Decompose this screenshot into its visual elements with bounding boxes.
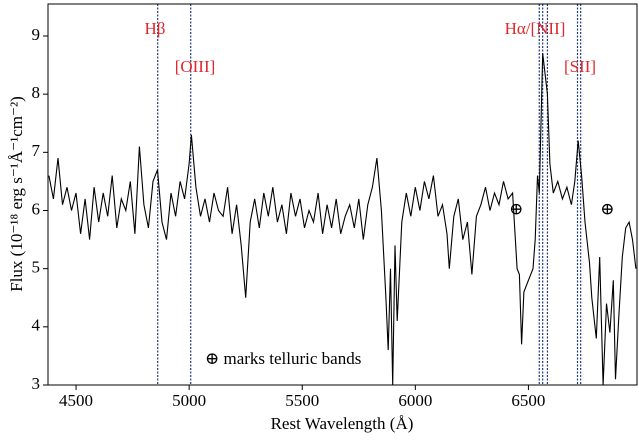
y-axis-label: Flux (10⁻¹⁸ erg s⁻¹Å⁻¹cm⁻²): [7, 96, 26, 292]
line-label: [OIII]: [175, 57, 216, 76]
line-label: [SII]: [564, 57, 596, 76]
y-tick-label: 3: [32, 374, 41, 393]
spectrum: [48, 53, 637, 385]
x-axis-label: Rest Wavelength (Å): [271, 414, 414, 433]
note: ⊕ marks telluric bands: [205, 349, 361, 368]
x-tick-label: 5500: [285, 391, 319, 410]
x-tick-label: 5000: [172, 391, 206, 410]
telluric-marker: ⊕: [509, 199, 523, 218]
plot-frame: [47, 3, 638, 386]
y-tick-label: 6: [32, 199, 41, 218]
x-tick-label: 4500: [59, 391, 93, 410]
y-tick-label: 7: [32, 141, 41, 160]
y-tick-label: 4: [32, 316, 41, 335]
line-label: Hα/[NII]: [505, 19, 566, 38]
y-tick-label: 8: [32, 83, 41, 102]
x-tick-label: 6000: [398, 391, 432, 410]
y-tick-label: 9: [32, 25, 41, 44]
y-tick-label: 5: [32, 258, 41, 277]
line-label: Hβ: [145, 19, 166, 38]
telluric-marker: ⊕: [600, 199, 614, 218]
x-tick-label: 6500: [511, 391, 545, 410]
